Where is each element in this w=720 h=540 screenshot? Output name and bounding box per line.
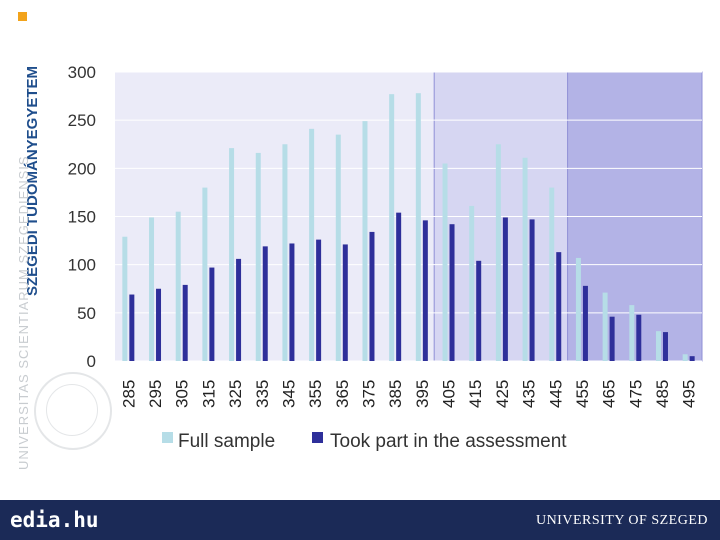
bar-took-part-455 bbox=[582, 285, 588, 361]
bar-full-sample-365 bbox=[335, 134, 341, 361]
x-tick-305: 305 bbox=[173, 380, 192, 408]
bar-full-sample-285 bbox=[122, 236, 128, 361]
bar-full-sample-455 bbox=[575, 257, 581, 361]
legend: Full sample Took part in the assessment bbox=[162, 431, 567, 452]
x-tick-415: 415 bbox=[466, 380, 485, 408]
bar-took-part-335 bbox=[262, 246, 268, 361]
bar-full-sample-395 bbox=[415, 93, 421, 362]
bar-took-part-355 bbox=[316, 239, 322, 361]
x-tick-465: 465 bbox=[600, 380, 619, 408]
bar-took-part-465 bbox=[609, 316, 615, 361]
bar-took-part-405 bbox=[449, 224, 455, 361]
bar-took-part-425 bbox=[502, 217, 508, 361]
bar-full-sample-335 bbox=[255, 152, 261, 361]
bar-full-sample-295 bbox=[149, 217, 155, 361]
bar-full-sample-415 bbox=[469, 205, 475, 361]
bar-took-part-365 bbox=[342, 244, 348, 361]
x-tick-485: 485 bbox=[653, 380, 672, 408]
footer-university-name: UNIVERSITY OF SZEGED bbox=[535, 513, 708, 528]
legend-label-full-sample: Full sample bbox=[178, 431, 275, 452]
legend-label-took-part: Took part in the assessment bbox=[330, 431, 567, 452]
bar-took-part-395 bbox=[422, 220, 428, 361]
legend-swatch-took-part bbox=[312, 432, 323, 443]
y-tick-0: 0 bbox=[87, 352, 96, 371]
x-tick-455: 455 bbox=[573, 380, 592, 408]
y-tick-50: 50 bbox=[77, 304, 96, 323]
x-tick-345: 345 bbox=[279, 380, 298, 408]
bar-full-sample-465 bbox=[602, 292, 608, 361]
bar-full-sample-435 bbox=[522, 157, 528, 361]
x-tick-475: 475 bbox=[626, 380, 645, 408]
x-tick-395: 395 bbox=[413, 380, 432, 408]
bar-took-part-495 bbox=[689, 356, 695, 361]
y-tick-250: 250 bbox=[68, 111, 96, 130]
x-tick-375: 375 bbox=[359, 380, 378, 408]
x-tick-315: 315 bbox=[199, 380, 218, 408]
bar-took-part-325 bbox=[236, 258, 242, 361]
y-axis-ticks: 0 50 100 150 200 250 300 bbox=[68, 63, 96, 371]
bar-took-part-295 bbox=[156, 288, 162, 361]
university-seal-watermark bbox=[34, 372, 112, 450]
bar-full-sample-355 bbox=[309, 128, 315, 361]
brand-accent-square bbox=[18, 12, 27, 21]
y-tick-150: 150 bbox=[68, 208, 96, 227]
bar-took-part-315 bbox=[209, 267, 215, 361]
bars bbox=[122, 93, 695, 362]
bar-took-part-285 bbox=[129, 294, 135, 361]
y-tick-100: 100 bbox=[68, 256, 96, 275]
x-tick-405: 405 bbox=[440, 380, 459, 408]
bar-full-sample-325 bbox=[229, 148, 235, 361]
bar-full-sample-495 bbox=[682, 354, 688, 361]
x-tick-325: 325 bbox=[226, 380, 245, 408]
bar-took-part-345 bbox=[289, 243, 295, 361]
x-tick-365: 365 bbox=[333, 380, 352, 408]
bar-full-sample-375 bbox=[362, 121, 368, 361]
bar-full-sample-445 bbox=[549, 187, 555, 361]
x-tick-425: 425 bbox=[493, 380, 512, 408]
y-tick-200: 200 bbox=[68, 159, 96, 178]
y-tick-300: 300 bbox=[68, 63, 96, 82]
x-tick-355: 355 bbox=[306, 380, 325, 408]
bar-took-part-475 bbox=[636, 314, 642, 361]
footer-bar: edia.hu UNIVERSITY OF SZEGED bbox=[0, 500, 720, 540]
x-tick-445: 445 bbox=[546, 380, 565, 408]
bar-chart: 0 50 100 150 200 250 300 285 295 305 315 325 335 345… bbox=[68, 63, 703, 452]
bar-full-sample-315 bbox=[202, 187, 208, 361]
x-tick-285: 285 bbox=[119, 380, 138, 408]
bar-full-sample-425 bbox=[495, 144, 501, 361]
bar-took-part-305 bbox=[182, 284, 188, 361]
bar-took-part-435 bbox=[529, 219, 535, 361]
x-tick-435: 435 bbox=[520, 380, 539, 408]
bar-full-sample-405 bbox=[442, 163, 448, 361]
bar-took-part-485 bbox=[662, 332, 668, 361]
bar-full-sample-475 bbox=[629, 305, 635, 361]
bar-full-sample-485 bbox=[655, 331, 661, 361]
bar-full-sample-305 bbox=[175, 211, 181, 361]
bar-took-part-375 bbox=[369, 231, 375, 361]
x-tick-385: 385 bbox=[386, 380, 405, 408]
x-axis-ticks: 285 295 305 315 325 335 345 355 365 375 385 395 405 4… bbox=[119, 380, 698, 408]
bar-full-sample-385 bbox=[389, 94, 395, 361]
x-tick-295: 295 bbox=[146, 380, 165, 408]
legend-swatch-full-sample bbox=[162, 432, 173, 443]
x-tick-335: 335 bbox=[253, 380, 272, 408]
bar-took-part-445 bbox=[556, 252, 562, 361]
bar-full-sample-345 bbox=[282, 144, 288, 361]
x-tick-495: 495 bbox=[680, 380, 699, 408]
bar-took-part-385 bbox=[396, 212, 402, 361]
footer-site-link[interactable]: edia.hu bbox=[10, 508, 99, 532]
bar-took-part-415 bbox=[476, 260, 482, 361]
